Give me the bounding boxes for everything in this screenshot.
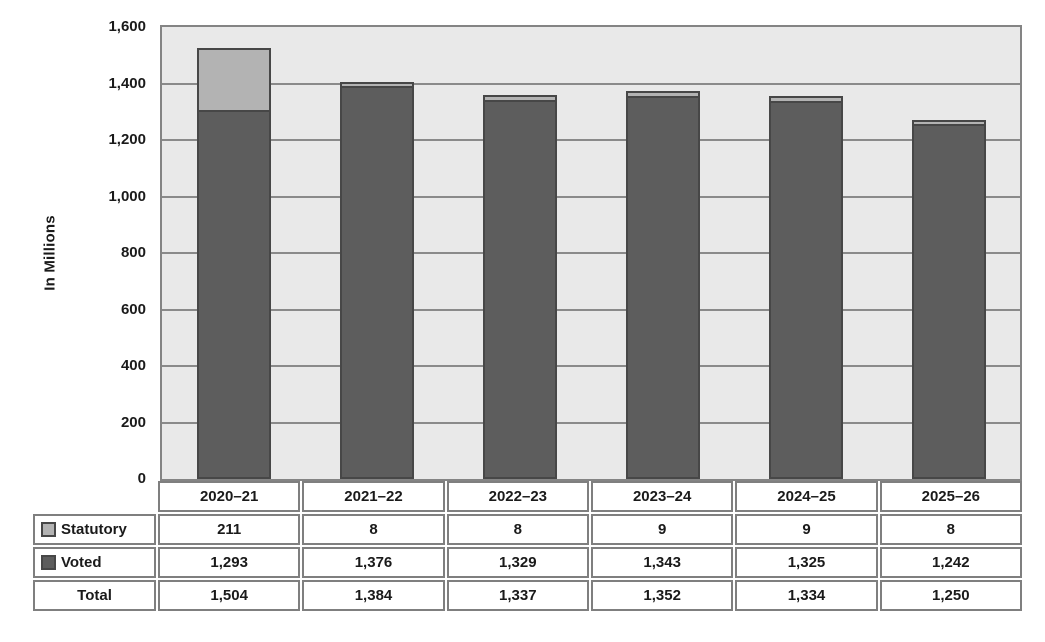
table-value-cell: 9 bbox=[735, 514, 878, 545]
y-tick-label: 1,400 bbox=[108, 74, 146, 92]
bar-2020–21 bbox=[196, 48, 271, 479]
year-header-cell: 2025–26 bbox=[879, 481, 1022, 512]
table-value-cell: 9 bbox=[590, 514, 734, 545]
statutory-legend-swatch-icon bbox=[41, 522, 56, 537]
table-value-cell: 1,250 bbox=[879, 580, 1022, 611]
table-value-cell: 1,242 bbox=[879, 547, 1022, 578]
y-tick-label: 1,600 bbox=[108, 18, 146, 35]
table-value-cell: 1,337 bbox=[446, 580, 589, 611]
plot-area bbox=[160, 25, 1022, 481]
statutory-segment bbox=[339, 82, 414, 89]
table-value-cell: 1,293 bbox=[158, 547, 301, 578]
voted-legend-swatch-icon bbox=[41, 555, 56, 570]
year-header-cell: 2024–25 bbox=[735, 481, 878, 512]
y-tick-label: 400 bbox=[120, 357, 146, 374]
voted-segment bbox=[196, 111, 271, 479]
row-label-statutory: Statutory bbox=[33, 514, 156, 545]
row-label-total: Total bbox=[33, 580, 156, 611]
statutory-segment bbox=[625, 91, 700, 98]
voted-segment bbox=[625, 97, 700, 479]
year-header-cell: 2023–24 bbox=[590, 481, 734, 512]
y-tick-label: 600 bbox=[120, 300, 146, 318]
voted-segment bbox=[911, 126, 986, 479]
table-value-cell: 1,384 bbox=[302, 580, 445, 611]
gridline bbox=[162, 421, 1020, 424]
statutory-segment bbox=[196, 48, 271, 112]
statutory-segment bbox=[768, 96, 843, 103]
row-label-text: Voted bbox=[61, 554, 102, 571]
gridline bbox=[162, 308, 1020, 311]
y-tick-label: 1,200 bbox=[108, 131, 146, 148]
gridline bbox=[162, 365, 1020, 367]
table-value-cell: 8 bbox=[446, 514, 589, 545]
row-label-voted: Voted bbox=[33, 547, 156, 578]
y-tick-label: 200 bbox=[120, 413, 146, 431]
year-header-cell: 2021–22 bbox=[302, 481, 445, 512]
table-value-cell: 1,334 bbox=[735, 580, 878, 611]
table-value-cell: 1,343 bbox=[590, 547, 734, 578]
bar-2023–24 bbox=[625, 91, 700, 479]
table-value-cell: 1,329 bbox=[446, 547, 589, 578]
voted-segment bbox=[339, 88, 414, 479]
gridline bbox=[162, 139, 1020, 141]
statutory-segment bbox=[482, 95, 557, 102]
gridline bbox=[162, 82, 1020, 85]
bar-2022–23 bbox=[482, 95, 557, 479]
voted-segment bbox=[768, 102, 843, 479]
table-value-cell: 8 bbox=[302, 514, 445, 545]
row-label-text: Total bbox=[77, 587, 112, 604]
bar-2021–22 bbox=[339, 82, 414, 479]
statutory-segment bbox=[911, 119, 986, 127]
y-tick-label: 0 bbox=[137, 470, 146, 487]
row-label-text: Statutory bbox=[61, 521, 127, 538]
year-header-cell: 2022–23 bbox=[446, 481, 589, 512]
y-tick-label: 800 bbox=[120, 244, 146, 261]
year-header-cell: 2020–21 bbox=[158, 481, 301, 512]
bar-2025–26 bbox=[911, 119, 986, 479]
y-tick-label: 1,000 bbox=[108, 187, 146, 205]
table-value-cell: 211 bbox=[158, 514, 301, 545]
table-value-cell: 8 bbox=[879, 514, 1022, 545]
gridline bbox=[162, 252, 1020, 254]
gridline bbox=[162, 195, 1020, 198]
bar-2024–25 bbox=[768, 96, 843, 479]
table-value-cell: 1,352 bbox=[590, 580, 734, 611]
table-value-cell: 1,325 bbox=[735, 547, 878, 578]
data-table: 2020–21 2021–22 2022–23 2023–24 2024–25 2025–… bbox=[33, 481, 1022, 611]
table-value-cell: 1,376 bbox=[302, 547, 445, 578]
table-value-cell: 1,504 bbox=[158, 580, 301, 611]
voted-segment bbox=[482, 101, 557, 479]
